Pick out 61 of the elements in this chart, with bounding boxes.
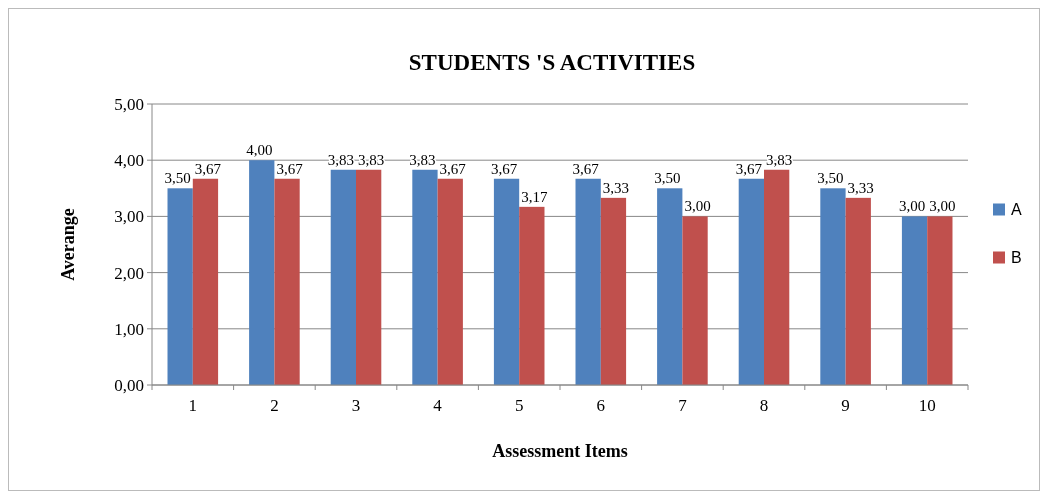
data-label: 3,67 [276,160,304,177]
data-label: 3,50 [654,170,681,187]
x-tick-label: 6 [596,396,606,415]
y-tick-label: 3,00 [114,207,144,227]
bar [901,216,928,385]
data-label: 3,83 [409,151,436,168]
x-tick-label: 4 [433,396,443,415]
data-label: 3,83 [358,151,385,168]
bar [682,216,708,385]
x-tick-label: 9 [841,396,850,415]
data-label: 3,17 [521,188,548,205]
data-label: 3,67 [490,160,518,177]
bar [167,188,193,385]
data-label: 3,67 [572,160,600,177]
data-label: 3,83 [766,151,793,168]
bar [412,169,438,385]
chart-title: STUDENTS 'S ACTIVITIES [408,50,696,75]
y-tick-label: 1,00 [114,319,144,339]
bar [575,178,601,385]
bar [192,178,219,385]
bar [519,206,545,385]
y-tick-label: 0,00 [114,375,144,395]
bar [493,178,520,385]
bar [927,216,953,385]
bar [330,169,356,385]
bar [764,169,790,385]
y-tick-label: 2,00 [114,263,144,283]
bar [845,197,871,385]
data-label: 3,67 [439,160,467,177]
y-tick-label: 5,00 [114,94,144,114]
legend-label: A [1011,201,1022,219]
x-tick-label: 3 [351,396,361,415]
x-tick-label: 7 [678,396,688,415]
bar [356,169,382,385]
x-tick-label: 2 [270,396,279,415]
x-tick-label: 8 [759,396,769,415]
bar [437,178,463,385]
data-label: 3,50 [164,170,191,187]
data-label: 3,33 [602,179,630,196]
data-label: 4,00 [246,142,273,159]
x-axis-title: Assessment Items [492,441,628,461]
data-label: 3,67 [735,160,763,177]
x-tick-label: 5 [514,396,524,415]
bar [249,160,275,385]
data-label: 3,00 [929,198,956,215]
x-tick-label: 10 [918,396,936,415]
bar [820,188,846,385]
data-label: 3,83 [327,151,354,168]
y-axis-title: Averange [58,208,78,281]
bar [738,178,764,385]
bar [600,197,627,385]
bar [657,188,683,385]
legend-label: B [1011,249,1022,267]
data-label: 3,50 [817,170,844,187]
data-label: 3,00 [684,198,711,215]
bar [274,178,300,385]
data-label: 3,67 [194,160,222,177]
data-label: 3,33 [847,179,874,196]
data-label: 3,00 [898,198,926,215]
x-tick-label: 1 [188,396,198,415]
y-tick-label: 4,00 [114,151,144,171]
